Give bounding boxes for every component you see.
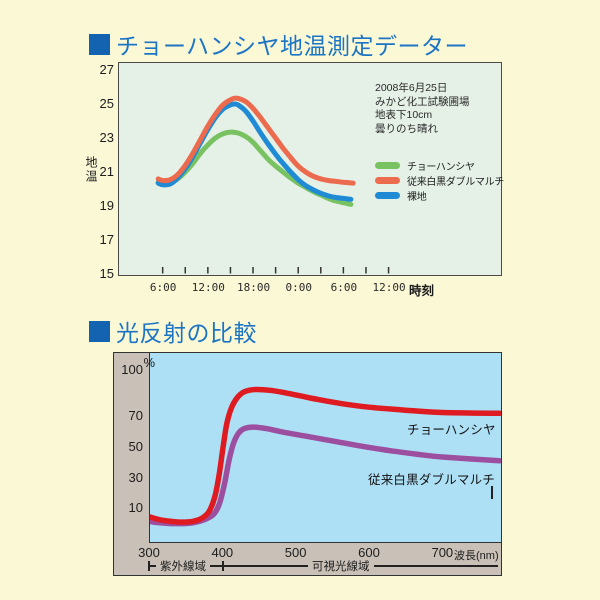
annotation-weather: 曇りのち晴れ [375, 122, 438, 135]
curve-label-pointer [491, 485, 493, 499]
section2-title: 光反射の比較 [89, 314, 257, 348]
y-axis-unit: % [143, 355, 155, 370]
y-tick-label: 21 [99, 163, 114, 179]
x-axis-title: 時刻 [409, 284, 435, 298]
y-tick-label: 70 [128, 408, 143, 424]
series-line [150, 386, 501, 525]
legend-swatch [375, 162, 400, 169]
annotation-date: 2008年6月25日 [375, 82, 448, 94]
annotation-site: みかど化工試験圃場 [375, 95, 470, 108]
reflection-chart-frame: チョーハンシヤ 従来白黒ダブルマルチ % 波長(nm) 紫外線域 可視光線域 [113, 351, 502, 576]
series-line [155, 101, 354, 202]
y-tick-label: 25 [99, 95, 114, 111]
y-tick-label: 15 [99, 265, 114, 281]
legend-label: 従来白黒ダブルマルチ [407, 177, 504, 188]
x-tick-label: 500 [284, 545, 307, 560]
uv-region-label: 紫外線域 [160, 561, 206, 573]
region-line [373, 565, 498, 567]
spectral-regions: 紫外線域 可視光線域 [148, 558, 498, 574]
section1-title: チョーハンシヤ地温測定データー [89, 27, 468, 61]
region-line [210, 565, 222, 567]
visible-region-label: 可視光線域 [312, 561, 370, 573]
temperature-chart-canvas [155, 95, 390, 274]
y-tick-label: 27 [99, 61, 114, 77]
x-tick-label: 6:00 [149, 281, 177, 294]
x-axis-title: 波長(nm) [454, 550, 499, 562]
x-tick-label: 12:00 [372, 281, 406, 294]
section2-title-text: 光反射の比較 [116, 320, 257, 346]
x-tick-label: 6:00 [330, 281, 358, 294]
series-line [155, 95, 356, 186]
annotation-depth: 地表下10cm [375, 109, 433, 121]
legend-item: 裸地 [375, 188, 504, 203]
legend-item: 従来白黒ダブルマルチ [375, 173, 504, 188]
region-line [224, 565, 308, 567]
y-tick-label: 30 [128, 469, 143, 485]
annotation-block: 2008年6月25日 みかど化工試験圃場 地表下10cm 曇りのち晴れ [375, 82, 470, 136]
y-tick-label: 10 [128, 500, 143, 516]
x-tick-label: 400 [211, 545, 234, 560]
section1-title-text: チョーハンシヤ地温測定データー [116, 33, 469, 59]
y-tick-label: 50 [128, 439, 143, 454]
temperature-chart-plot: 2008年6月25日 みかど化工試験圃場 地表下10cm 曇りのち晴れ チョーハ… [118, 62, 504, 276]
title-square-icon [89, 320, 110, 342]
x-tick-label: 12:00 [191, 281, 225, 294]
x-tick-label: 600 [358, 545, 380, 560]
y-tick-label: 19 [99, 197, 114, 213]
region-divider-bar [222, 561, 224, 571]
reflection-chart-plot: チョーハンシヤ 従来白黒ダブルマルチ [149, 351, 502, 543]
x-tick-label: 0:00 [285, 281, 312, 294]
legend-label: チョーハンシヤ [407, 162, 475, 173]
y-tick-label: 17 [99, 231, 114, 247]
legend-label: 裸地 [407, 192, 427, 203]
x-tick-label: 700 [431, 545, 454, 560]
x-tick-label: 18:00 [236, 281, 271, 294]
y-tick-label: 100 [121, 362, 143, 378]
region-start-bar [148, 561, 150, 571]
red-curve-label: チョーハンシヤ [407, 422, 496, 437]
title-square-icon [89, 33, 110, 55]
legend-swatch [375, 192, 400, 199]
legend-item: チョーハンシヤ [375, 158, 504, 173]
reflection-chart-canvas [150, 386, 501, 526]
legend: チョーハンシヤ従来白黒ダブルマルチ 裸地 [375, 158, 504, 203]
purple-curve-label: 従来白黒ダブルマルチ [368, 472, 496, 487]
x-tick-label: 300 [138, 545, 160, 560]
y-tick-label: 23 [99, 129, 114, 145]
legend-swatch [375, 177, 400, 184]
region-line [150, 565, 156, 567]
y-axis-title: 地温 [84, 156, 98, 184]
